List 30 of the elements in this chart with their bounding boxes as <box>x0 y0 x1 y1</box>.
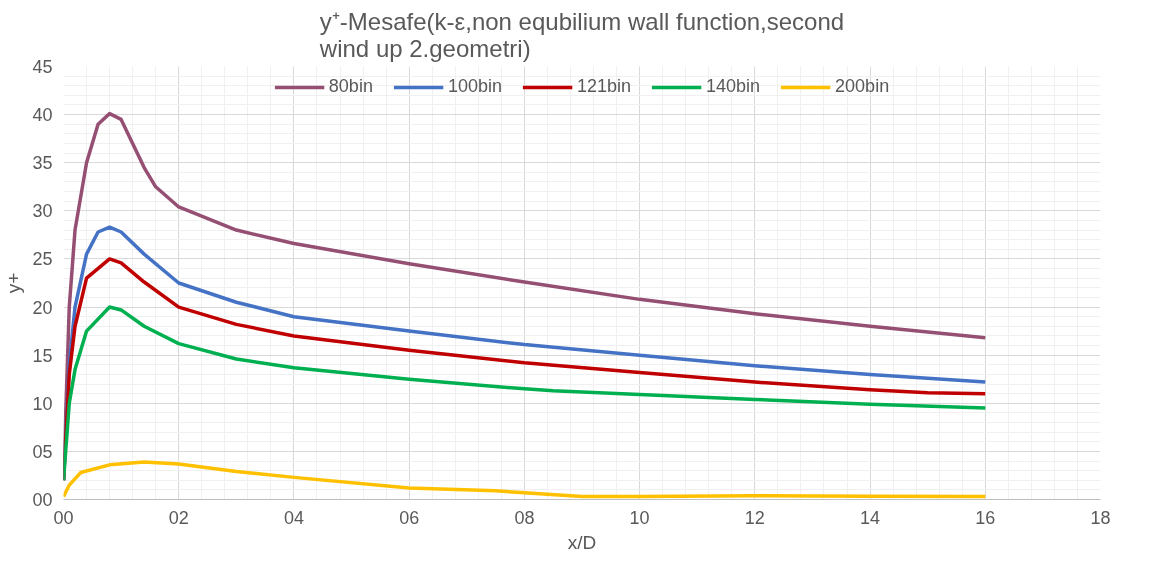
y-tick-label: 40 <box>32 105 53 126</box>
line-series <box>63 305 988 483</box>
x-tick-label: 02 <box>168 507 189 528</box>
y-tick-label: 00 <box>32 490 53 510</box>
legend-label: 121bin <box>576 76 632 97</box>
legend-label: 200bin <box>835 76 890 97</box>
y-tick-label: 10 <box>32 393 53 414</box>
x-axis-title: x/D <box>567 531 597 553</box>
y-tick-label: 20 <box>32 297 53 318</box>
y-axis-title: y+ <box>3 272 25 294</box>
x-tick-label: 16 <box>975 507 996 528</box>
y-tick-label: 25 <box>32 249 53 270</box>
x-tick-label: 14 <box>860 507 881 528</box>
x-tick-label: 04 <box>283 507 304 528</box>
x-tick-label: 08 <box>514 507 535 528</box>
x-tick-label: 06 <box>399 507 420 528</box>
chart-title: y⁺-Mesafe(k-ε,non equbilium wall function,second wind up 2.geometri) <box>318 7 845 62</box>
legend-label: 140bin <box>706 76 761 97</box>
x-tick-label: 12 <box>744 507 765 528</box>
y-tick-label: 45 <box>32 57 53 77</box>
legend-label: 80bin <box>328 76 373 97</box>
x-tick-label: 10 <box>629 507 650 528</box>
y-tick-label: 15 <box>32 345 53 366</box>
y-tick-label: 05 <box>32 441 53 462</box>
x-tick-label: 18 <box>1090 507 1111 528</box>
legend-label: 100bin <box>447 76 502 97</box>
y-tick-label: 30 <box>32 201 53 222</box>
y-tick-label: 35 <box>32 153 53 174</box>
line-series <box>63 460 988 499</box>
x-tick-label: 00 <box>53 507 74 528</box>
